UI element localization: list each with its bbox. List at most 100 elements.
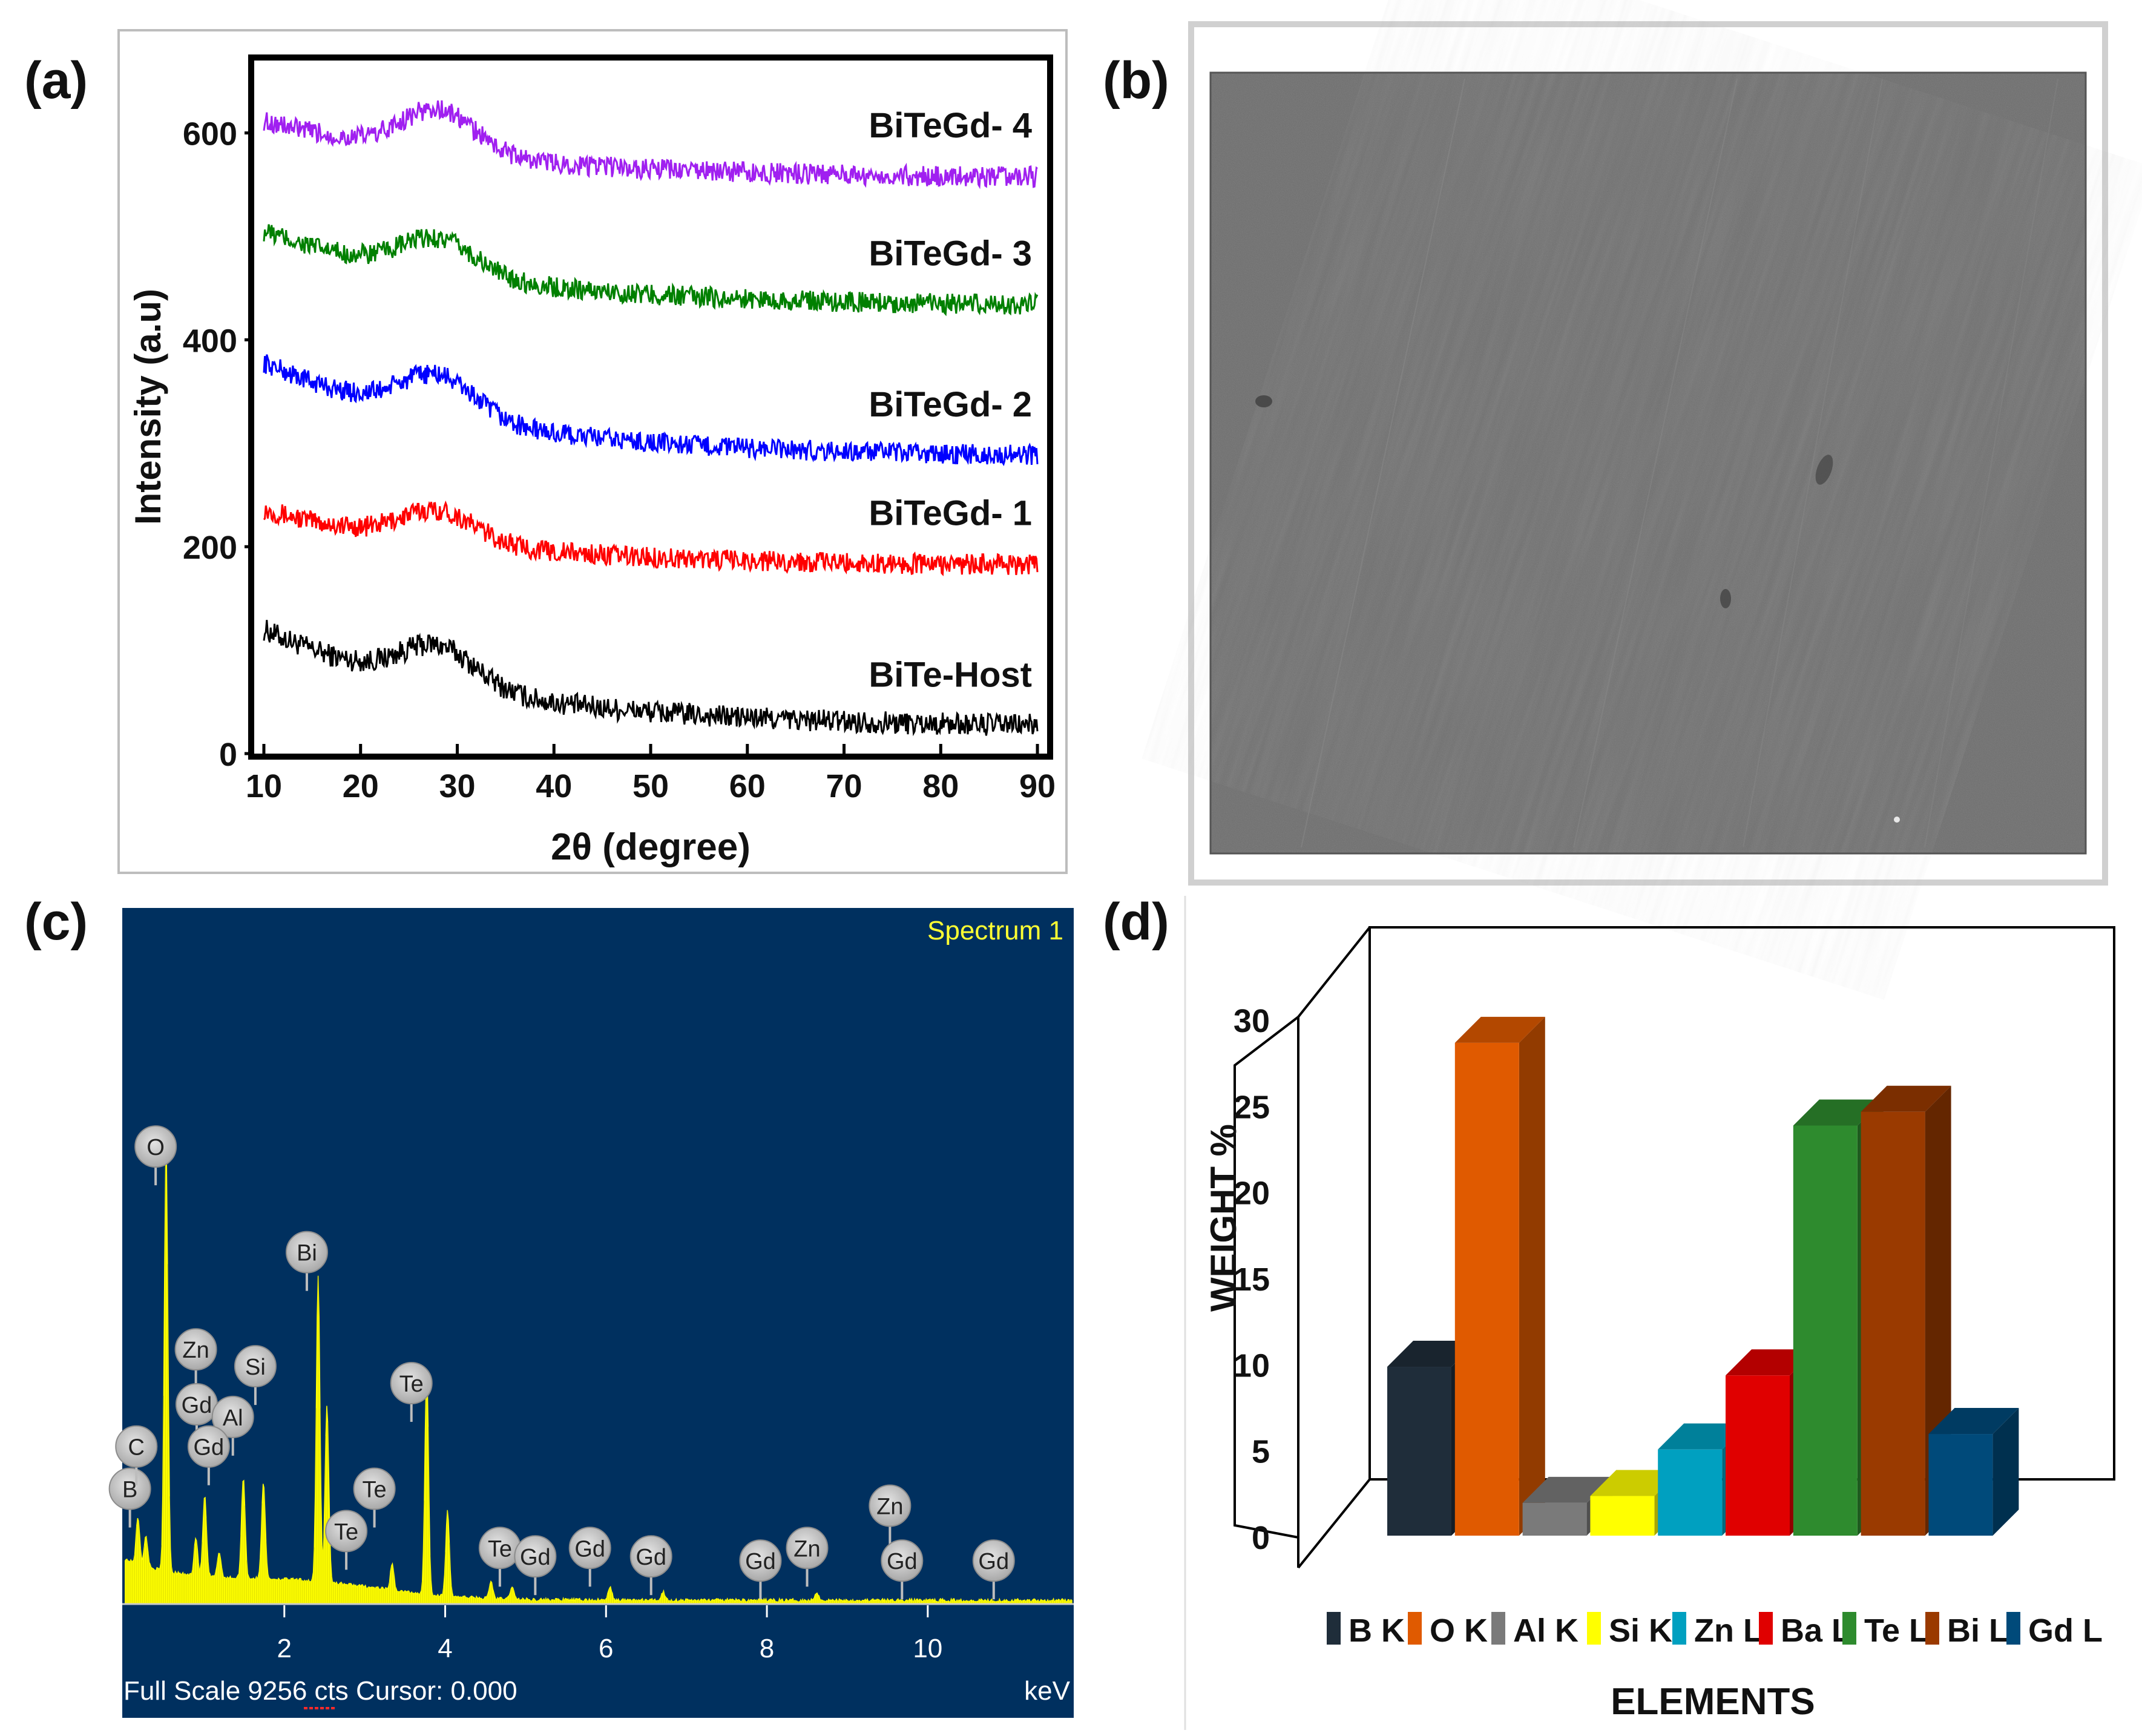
xrd-x-tick-label: 40 [536,768,572,804]
bar-y-tick-label: 20 [1234,1175,1270,1212]
xrd-x-tick-label: 30 [439,768,475,804]
xrd-y-tick-label: 200 [183,530,237,566]
edx-element-marker: C [115,1425,158,1485]
bar-front [1658,1449,1723,1536]
xrd-legend: BiTe-Host BiTeGd- 1 BiTeGd- 2 BiTeGd- 3 BiTe… [869,106,1032,694]
xrd-series-0 [263,620,1039,737]
edx-element-label: O [146,1135,165,1160]
edx-element-label: Gd [194,1435,225,1461]
bar-legend-item: O K [1408,1612,1488,1649]
panel-d-weight: (d) 0 5 10 15 20 25 30 B K O K Al K Si K Zn L Ba L T… [1103,893,2115,1730]
xrd-legend-label: BiTe-Host [869,655,1032,694]
bar-legend-swatch [1925,1612,1939,1645]
edx-element-marker: Te [478,1527,521,1587]
bar-front [1590,1496,1655,1536]
bar-y-tick-label: 10 [1234,1347,1270,1384]
xrd-legend-label: BiTeGd- 4 [869,106,1032,145]
edx-element-marker: Gd [739,1539,782,1600]
edx-marker-pin [972,1539,1015,1582]
edx-element-label: Gd [520,1545,551,1570]
edx-element-marker: Gd [187,1425,230,1485]
edx-element-marker: O [134,1125,177,1186]
edx-element-marker: Gd [514,1535,557,1596]
edx-x-tick-label: 4 [438,1634,452,1663]
bar-y-tick-label: 0 [1252,1520,1270,1556]
edx-element-label: Gd [574,1536,605,1562]
edx-marker-pin [234,1345,277,1388]
edx-element-label: Te [334,1519,358,1545]
bar-bars-group [1387,1016,2019,1536]
xrd-series-1 [263,500,1039,577]
xrd-x-tick-label: 10 [246,768,282,804]
edx-element-marker: Al [211,1395,254,1456]
bar-legend-item: Zn L [1672,1612,1763,1649]
xrd-legend-label: BiTeGd- 1 [869,494,1032,533]
edx-marker-pin [174,1328,217,1371]
bar-legend-swatch [1842,1612,1856,1645]
xrd-legend-label: BiTeGd- 2 [869,385,1032,424]
edx-x-tick-label: 8 [760,1634,774,1663]
xrd-x-tick-label: 50 [632,768,669,804]
edx-element-label: Te [363,1478,387,1503]
bar-top [1658,1423,1749,1450]
edx-x-tick-label: 10 [913,1634,942,1663]
bar-legend-label: Ba L [1781,1613,1851,1649]
bar-top [1793,1099,1884,1126]
edx-x-axis: 2 4 6 8 10 [277,1605,942,1663]
bar-legend-label: Si K [1609,1613,1672,1649]
xrd-y-tick-label: 600 [183,116,237,153]
bar-legend: B K O K Al K Si K Zn L Ba L Te L Bi L Gd L [1327,1612,2103,1649]
xrd-y-tick-label: 0 [219,737,237,773]
edx-x-unit: keV [1024,1676,1070,1706]
edx-marker-pin [134,1125,177,1168]
edx-x-tick-label: 2 [277,1634,292,1663]
bar-legend-item: Ba L [1759,1612,1851,1649]
bar-front [1928,1434,1993,1536]
edx-marker-pin [353,1467,396,1510]
edx-spectrum-title: Spectrum 1 [927,916,1063,945]
edx-element-label: Zn [876,1494,903,1519]
bar-legend-item: Bi L [1925,1612,2009,1649]
edx-element-marker: Si [234,1345,277,1406]
xrd-x-tick-label: 20 [343,768,379,804]
panel-label-a: (a) [24,51,88,110]
edx-marker-pin [869,1484,912,1527]
bar-o-k [1454,1016,1545,1536]
bar-y-tick-label: 25 [1234,1089,1270,1125]
edx-element-label: Zn [793,1536,820,1562]
bar-gd-l [1928,1408,2019,1536]
xrd-y-tick-label: 400 [183,323,237,359]
edx-element-label: Te [399,1372,424,1397]
bar-front [1793,1125,1858,1536]
bar-legend-swatch [1759,1612,1773,1645]
bar-front [1387,1367,1451,1536]
bar-front [1861,1111,1925,1536]
bar-bi-l [1861,1085,1951,1536]
bar-top [1726,1349,1816,1376]
edx-marker-pin [211,1395,254,1438]
edx-element-marker: Te [325,1510,368,1570]
bar-legend-swatch [1408,1612,1422,1645]
edx-element-marker: Bi [285,1231,328,1291]
bar-legend-label: Gd L [2028,1613,2103,1649]
sem-surface-features [1255,78,2058,848]
edx-marker-pin [568,1527,611,1570]
panel-label-c: (c) [24,893,88,951]
edx-marker-pin [881,1539,924,1582]
edx-element-label: Gd [182,1393,212,1418]
bar-top [1928,1408,2019,1435]
xrd-axes: 10 20 30 40 50 60 70 80 90 0 200 400 600 [183,116,1056,804]
bar-legend-item: B K [1327,1612,1405,1649]
bar-side [1993,1408,2019,1536]
bar-legend-item: Te L [1842,1612,1929,1649]
bar-top [1861,1085,1951,1112]
bar-legend-swatch [1672,1612,1686,1645]
bar-front [1522,1502,1587,1536]
edx-element-label: Si [245,1355,266,1380]
bar-legend-label: B K [1349,1613,1405,1649]
bar-top [1522,1476,1613,1503]
xrd-legend-label: BiTeGd- 3 [869,234,1032,274]
xrd-series-3 [263,224,1039,317]
